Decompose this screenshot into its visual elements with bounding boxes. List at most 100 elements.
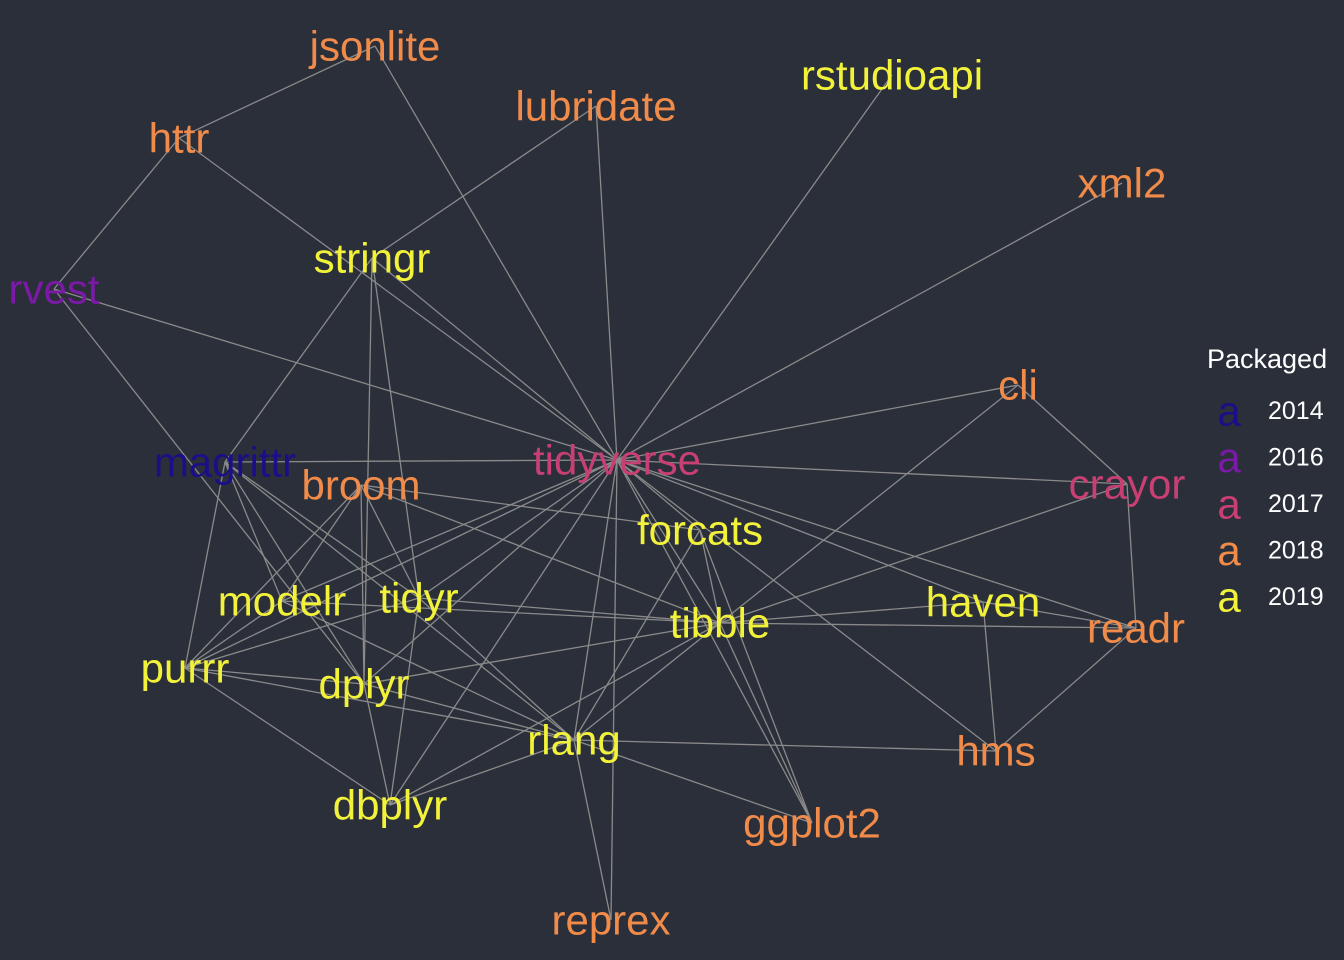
edge-broom-forcats	[360, 484, 701, 531]
edge-httr-tidyverse	[178, 137, 618, 461]
node-crayor: crayor	[1069, 461, 1186, 508]
edge-crayor-readr	[1126, 483, 1137, 629]
edge-jsonlite-tidyverse	[374, 45, 618, 461]
edge-tibble-rlang	[573, 622, 721, 741]
node-haven: haven	[926, 579, 1040, 626]
node-rlang: rlang	[527, 717, 620, 764]
edge-tidyverse-ggplot2	[616, 459, 813, 824]
edge-rlang-ggplot2	[573, 739, 813, 824]
legend-key-2017: a	[1217, 481, 1241, 528]
legend-label-2016: 2016	[1268, 444, 1324, 472]
node-jsonlite: jsonlite	[308, 23, 441, 70]
legend-items: a 2014 a 2016 a 2017 a 2018 a 2019	[1217, 388, 1323, 621]
edge-magrittr-purrr	[184, 461, 226, 669]
edge-tidyverse-rlang	[573, 459, 618, 741]
edge-tidyverse-forcats	[616, 459, 701, 531]
nodes-layer: jsonlite lubridate rstudioapi httr xml2 strin…	[8, 23, 1185, 944]
edge-stringr-dplyr	[363, 257, 373, 685]
edge-rvest-dplyr	[53, 288, 365, 685]
node-purrr: purrr	[141, 645, 230, 692]
node-cli: cli	[998, 362, 1038, 409]
node-broom: broom	[301, 462, 420, 509]
edge-stringr-tidyverse	[371, 257, 618, 461]
edge-forcats-rlang	[573, 529, 701, 741]
edge-tidyr-dbplyr	[389, 597, 420, 806]
node-stringr: stringr	[314, 235, 431, 282]
node-reprex: reprex	[551, 897, 670, 944]
legend: Packaged a 2014 a 2016 a 2017 a 2018 a 2019	[1207, 344, 1327, 621]
node-httr: httr	[149, 115, 210, 162]
edge-dplyr-rlang	[363, 683, 575, 741]
edge-magrittr-rlang	[224, 461, 575, 741]
edge-tidyr-tibble	[418, 597, 721, 624]
edge-rvest-tidyverse	[53, 288, 618, 461]
node-readr: readr	[1087, 605, 1185, 652]
edge-tidyr-purrr	[184, 597, 420, 669]
edge-httr-rvest	[53, 137, 180, 290]
edge-cli-crayor	[1017, 384, 1128, 485]
edge-magrittr-tidyverse	[224, 459, 618, 463]
edge-stringr-magrittr	[224, 257, 373, 463]
legend-label-2018: 2018	[1268, 537, 1324, 565]
node-forcats: forcats	[637, 507, 763, 554]
edge-broom-tibble	[360, 484, 721, 624]
edge-dplyr-dbplyr	[363, 683, 391, 806]
legend-label-2019: 2019	[1268, 583, 1324, 611]
edge-forcats-ggplot2	[699, 529, 813, 824]
edge-readr-hms	[995, 627, 1137, 752]
node-tibble: tibble	[670, 600, 770, 647]
node-rvest: rvest	[8, 266, 99, 313]
edge-lubridate-stringr	[371, 105, 597, 259]
legend-label-2014: 2014	[1268, 397, 1324, 425]
legend-key-2018: a	[1217, 527, 1241, 574]
edge-haven-readr	[982, 601, 1137, 629]
edge-broom-dplyr	[360, 484, 365, 685]
edge-tidyverse-crayor	[616, 459, 1128, 485]
edge-broom-purrr	[184, 484, 362, 669]
edge-jsonlite-httr	[178, 45, 376, 139]
node-ggplot2: ggplot2	[743, 800, 881, 847]
node-lubridate: lubridate	[515, 83, 676, 130]
edge-cli-tibble	[719, 384, 1019, 624]
edge-rlang-hms	[573, 739, 997, 752]
edge-rlang-dbplyr	[389, 739, 575, 806]
edge-rstudioapi-tidyverse	[616, 74, 893, 461]
node-dplyr: dplyr	[318, 661, 409, 708]
edge-broom-modelr	[281, 484, 362, 602]
edge-tidyr-rlang	[418, 597, 575, 741]
edge-crayor-tibble	[719, 483, 1128, 624]
edge-purrr-rlang	[184, 667, 575, 741]
node-magrittr: magrittr	[154, 439, 296, 486]
edge-modelr-tibble	[281, 600, 721, 624]
edge-haven-tibble	[719, 601, 984, 624]
edge-tibble-dbplyr	[389, 622, 721, 806]
edge-purrr-dbplyr	[184, 667, 391, 806]
edge-tidyverse-dplyr	[363, 459, 618, 685]
node-dbplyr: dbplyr	[333, 782, 447, 829]
edge-tidyverse-tidyr	[418, 459, 618, 599]
edge-rlang-reprex	[573, 739, 612, 921]
edge-broom-tidyr	[360, 484, 420, 599]
edge-tibble-readr	[719, 622, 1137, 629]
edge-tibble-ggplot2	[719, 622, 813, 824]
legend-title: Packaged	[1207, 344, 1327, 374]
legend-key-2014: a	[1217, 388, 1241, 435]
legend-label-2017: 2017	[1268, 490, 1324, 518]
node-hms: hms	[956, 728, 1035, 775]
edge-tidyverse-modelr	[281, 459, 618, 602]
edges-layer	[53, 45, 1137, 921]
legend-key-2016: a	[1217, 434, 1241, 481]
edge-forcats-tibble	[699, 529, 721, 624]
node-tidyr: tidyr	[379, 575, 458, 622]
node-modelr: modelr	[218, 578, 346, 625]
node-rstudioapi: rstudioapi	[801, 52, 983, 99]
node-tidyverse: tidyverse	[533, 437, 701, 484]
edge-xml2-tidyverse	[616, 182, 1123, 461]
edge-modelr-purrr	[184, 600, 283, 669]
edge-tidyverse-reprex	[610, 459, 618, 921]
edge-magrittr-tidyr	[224, 461, 420, 599]
edge-tidyverse-dbplyr	[389, 459, 618, 806]
edge-stringr-tidyr	[371, 257, 420, 599]
legend-key-2019: a	[1217, 574, 1241, 621]
